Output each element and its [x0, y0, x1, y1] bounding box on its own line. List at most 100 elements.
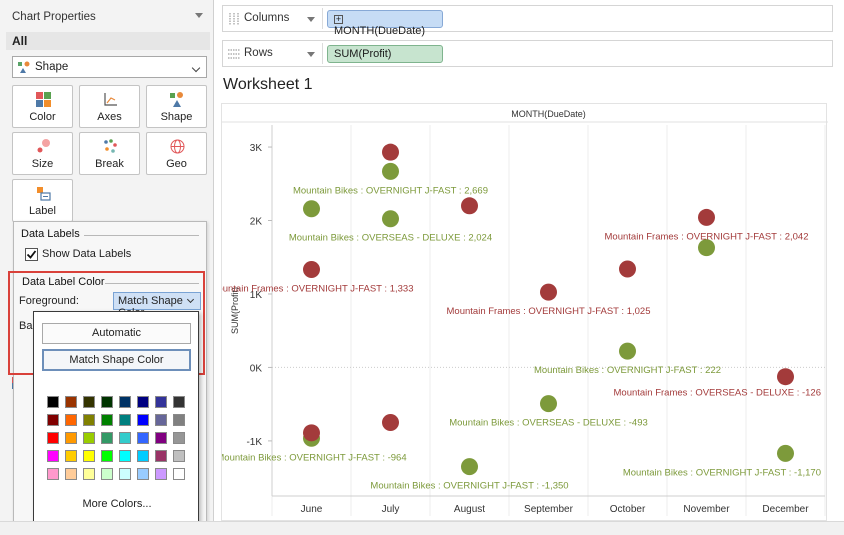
chevron-down-icon[interactable]	[307, 17, 315, 22]
divider	[105, 283, 199, 284]
background-label: Bac	[19, 320, 33, 332]
columns-label: Columns	[244, 12, 290, 24]
mark-type-value: Shape	[35, 61, 69, 73]
x-tick-label: December	[762, 504, 809, 515]
color-swatch[interactable]	[83, 468, 95, 480]
color-swatch[interactable]	[65, 432, 77, 444]
all-marks-row[interactable]: All	[6, 32, 210, 50]
rows-pill[interactable]: SUM(Profit)	[327, 45, 443, 63]
color-swatch[interactable]	[47, 414, 59, 426]
data-label: Mountain Bikes : OVERNIGHT J-FAST : -1,3…	[370, 481, 568, 492]
color-swatch[interactable]	[65, 396, 77, 408]
columns-pill[interactable]: +MONTH(DueDate)	[327, 10, 443, 37]
data-label: Mountain Bikes : OVERNIGHT J-FAST : -1,1…	[623, 467, 821, 478]
color-swatch[interactable]	[119, 432, 131, 444]
data-label: Mountain Frames : OVERNIGHT J-FAST : 2,0…	[605, 231, 809, 242]
data-label: Mountain Bikes : OVERNIGHT J-FAST : 2,66…	[293, 185, 488, 196]
color-swatch[interactable]	[155, 414, 167, 426]
chevron-down-icon	[191, 63, 201, 73]
label-card[interactable]: Label	[12, 179, 73, 222]
data-point	[540, 395, 557, 413]
color-swatch[interactable]	[47, 432, 59, 444]
all-marks-label: All	[12, 34, 28, 48]
color-swatch[interactable]	[155, 450, 167, 462]
columns-pill-label: MONTH(DueDate)	[334, 25, 426, 37]
shape-icon	[18, 61, 30, 73]
expand-icon[interactable]: +	[334, 14, 343, 24]
color-swatch[interactable]	[47, 468, 59, 480]
color-swatch[interactable]	[101, 396, 113, 408]
mark-type-select[interactable]: Shape	[12, 56, 207, 78]
color-swatch[interactable]	[137, 432, 149, 444]
divider	[322, 43, 323, 64]
data-point	[303, 424, 320, 442]
color-swatch[interactable]	[155, 396, 167, 408]
color-swatch[interactable]	[137, 450, 149, 462]
color-swatch[interactable]	[119, 414, 131, 426]
data-label-color-title: Data Label Color	[22, 276, 105, 288]
color-swatch[interactable]	[155, 468, 167, 480]
more-colors-link[interactable]: More Colors...	[82, 498, 152, 510]
color-swatch[interactable]	[47, 450, 59, 462]
geo-card[interactable]: Geo	[146, 132, 207, 175]
foreground-label: Foreground:	[19, 295, 79, 307]
data-point	[303, 200, 320, 218]
show-data-labels-checkbox[interactable]	[25, 248, 38, 261]
size-card[interactable]: Size	[12, 132, 73, 175]
rows-label: Rows	[244, 47, 273, 59]
color-swatch[interactable]	[83, 396, 95, 408]
color-swatch[interactable]	[83, 450, 95, 462]
geo-card-label: Geo	[166, 158, 187, 170]
color-swatch[interactable]	[101, 414, 113, 426]
y-tick-label: 3K	[250, 143, 263, 154]
columns-icon	[229, 13, 239, 25]
color-swatch[interactable]	[119, 468, 131, 480]
chevron-down-icon[interactable]	[195, 13, 203, 18]
color-swatch[interactable]	[47, 396, 59, 408]
color-swatch[interactable]	[137, 468, 149, 480]
show-data-labels-label[interactable]: Show Data Labels	[42, 248, 132, 260]
color-swatch[interactable]	[173, 432, 185, 444]
color-swatch[interactable]	[65, 468, 77, 480]
color-swatch[interactable]	[137, 414, 149, 426]
shape-card-label: Shape	[160, 111, 193, 123]
color-card[interactable]: Color	[12, 85, 73, 128]
break-card[interactable]: Break	[79, 132, 140, 175]
color-swatch[interactable]	[101, 468, 113, 480]
color-swatch[interactable]	[173, 450, 185, 462]
break-card-label: Break	[95, 158, 124, 170]
color-swatch[interactable]	[137, 396, 149, 408]
y-tick-label: 2K	[250, 217, 263, 228]
color-swatch[interactable]	[101, 432, 113, 444]
axes-card[interactable]: Axes	[79, 85, 140, 128]
color-swatch[interactable]	[83, 414, 95, 426]
color-swatch[interactable]	[173, 468, 185, 480]
match-shape-color-button[interactable]: Match Shape Color	[42, 349, 191, 371]
color-swatch[interactable]	[101, 450, 113, 462]
color-swatch[interactable]	[119, 450, 131, 462]
x-tick-label: July	[382, 504, 400, 515]
scatter-chart: MONTH(DueDate) 3K 2K 1K 0K -1K SUM(Profit) June…	[222, 109, 828, 516]
color-swatch[interactable]	[65, 414, 77, 426]
rows-shelf[interactable]: Rows SUM(Profit)	[222, 40, 833, 67]
divider	[322, 8, 323, 29]
data-point	[777, 368, 794, 386]
columns-shelf[interactable]: Columns +MONTH(DueDate)	[222, 5, 833, 37]
y-axis-title: SUM(Profit)	[230, 287, 240, 334]
color-swatch[interactable]	[119, 396, 131, 408]
x-tick-label: November	[683, 504, 730, 515]
data-label: Mountain Bikes : OVERSEAS - DELUXE : -49…	[449, 418, 648, 429]
data-point	[461, 197, 478, 215]
color-swatch[interactable]	[83, 432, 95, 444]
geo-icon	[170, 139, 185, 154]
shape-card[interactable]: Shape	[146, 85, 207, 128]
color-swatch[interactable]	[65, 450, 77, 462]
properties-header[interactable]: Chart Properties	[0, 0, 214, 30]
color-swatch[interactable]	[155, 432, 167, 444]
chevron-down-icon[interactable]	[307, 52, 315, 57]
data-point	[698, 239, 715, 257]
x-tick-label: September	[524, 504, 574, 515]
color-swatch[interactable]	[173, 414, 185, 426]
automatic-button[interactable]: Automatic	[42, 323, 191, 344]
color-swatch[interactable]	[173, 396, 185, 408]
